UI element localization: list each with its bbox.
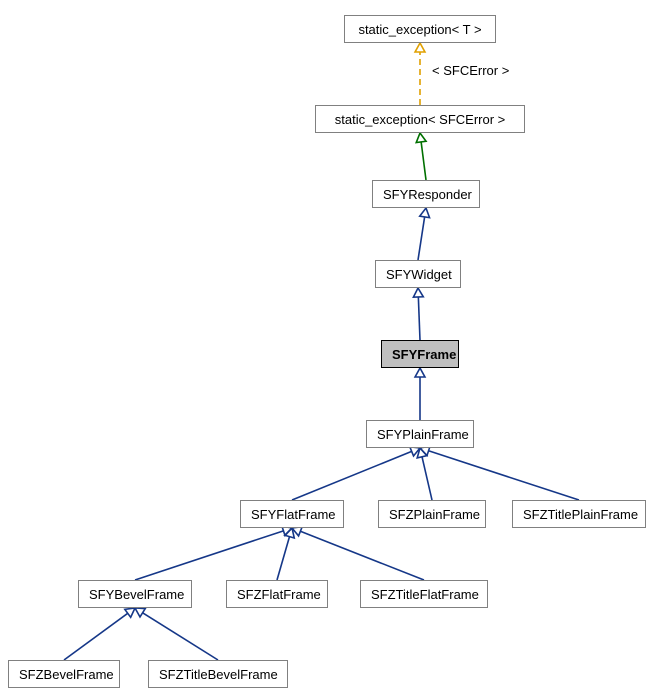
node-sfywidget: SFYWidget — [375, 260, 461, 288]
node-sfzbevelframe: SFZBevelFrame — [8, 660, 120, 688]
node-static-exception-sfcerror: static_exception< SFCError > — [315, 105, 525, 133]
node-sfybevelframe: SFYBevelFrame — [78, 580, 192, 608]
edge-label-sfcerror: < SFCError > — [432, 63, 509, 78]
node-sfyresponder: SFYResponder — [372, 180, 480, 208]
node-sfzflatframe: SFZFlatFrame — [226, 580, 328, 608]
node-sfztitleplainframe: SFZTitlePlainFrame — [512, 500, 646, 528]
node-sfzplainframe: SFZPlainFrame — [378, 500, 486, 528]
node-sfyplainframe: SFYPlainFrame — [366, 420, 474, 448]
node-sfztitlebevelframe: SFZTitleBevelFrame — [148, 660, 288, 688]
node-sfyflatframe: SFYFlatFrame — [240, 500, 344, 528]
node-static-exception-t: static_exception< T > — [344, 15, 496, 43]
node-sfyframe: SFYFrame — [381, 340, 459, 368]
node-sfztitleflatframe: SFZTitleFlatFrame — [360, 580, 488, 608]
